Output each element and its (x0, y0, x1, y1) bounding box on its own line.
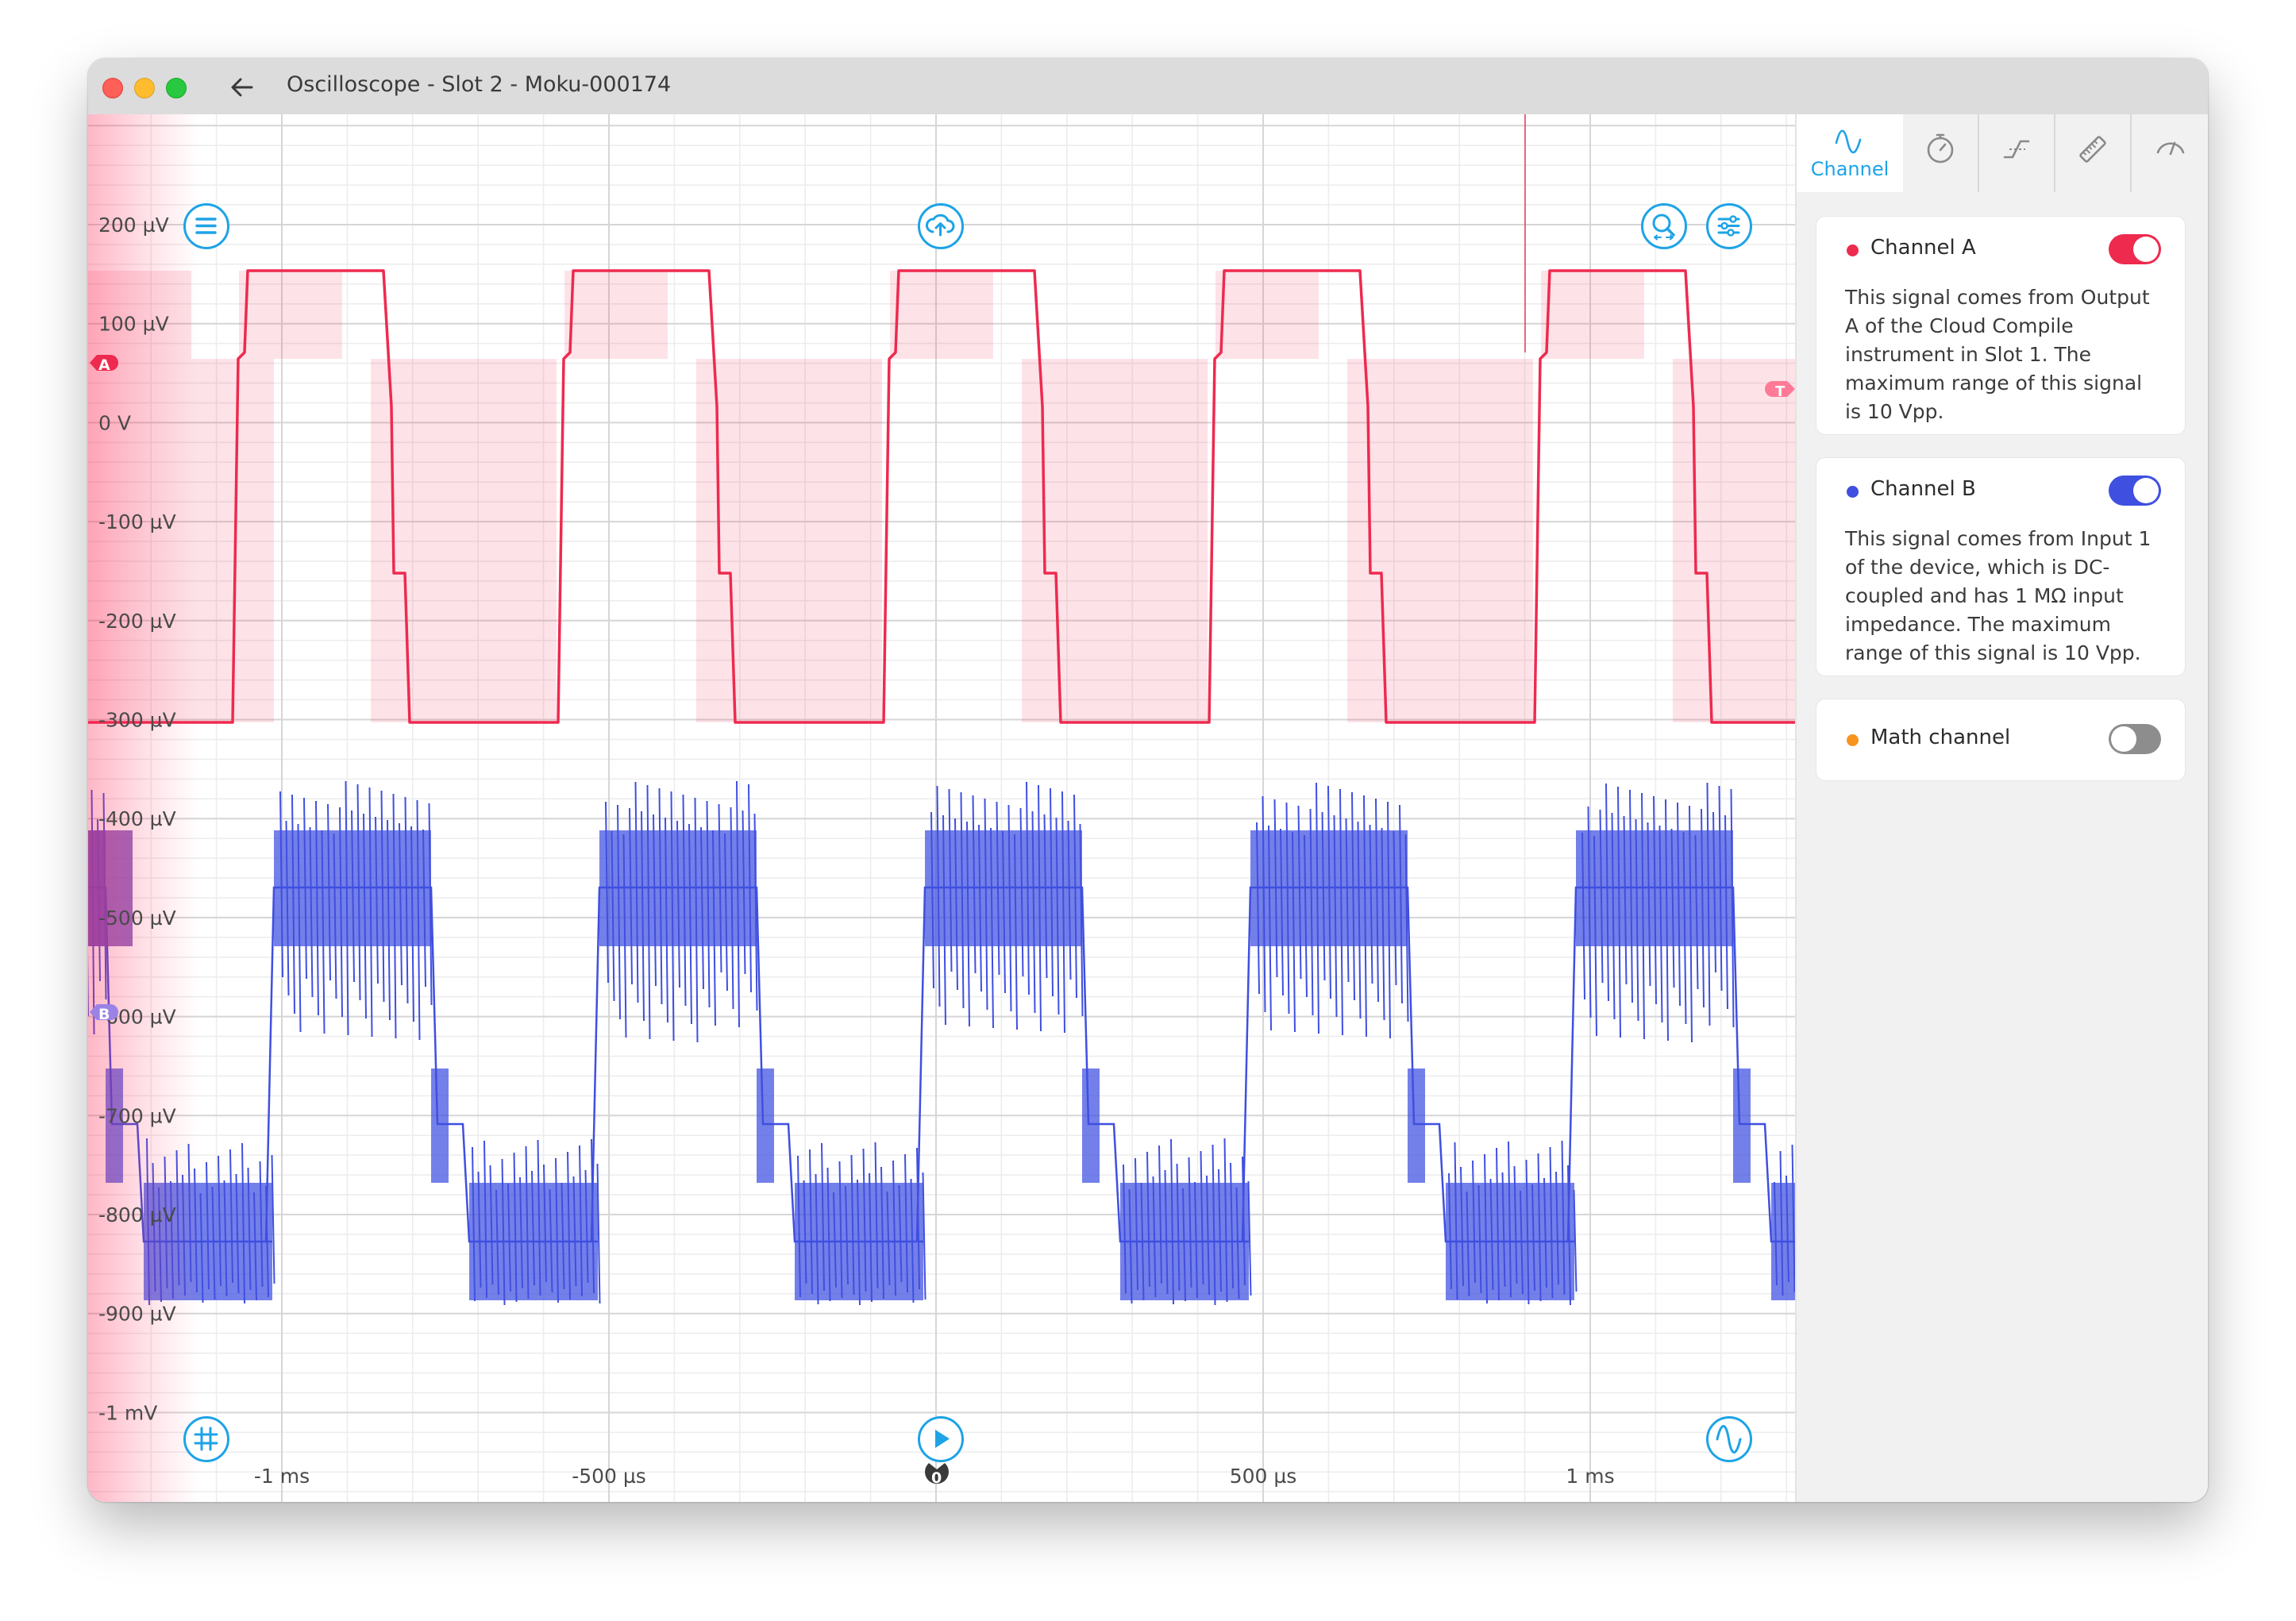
svg-text:T: T (1775, 383, 1786, 400)
channel-b-marker[interactable]: B (90, 1004, 118, 1023)
run-button[interactable] (918, 1416, 964, 1462)
grid-button[interactable] (183, 1416, 229, 1462)
math-channel-title: Math channel (1870, 726, 2011, 749)
tab-timebase[interactable] (1903, 114, 1979, 192)
channel-a-color-dot (1847, 244, 1859, 256)
y-axis-labels: 200 µV 100 µV 0 V -100 µV -200 µV -300 µV -400… (98, 214, 176, 1502)
tab-display[interactable] (2132, 114, 2208, 192)
channel-b-description: This signal comes from Input 1 of the de… (1845, 527, 2152, 664)
math-channel-toggle[interactable] (2109, 724, 2161, 754)
channel-b-toggle[interactable] (2109, 476, 2161, 506)
tab-channel[interactable]: Channel (1797, 114, 1903, 192)
y-axis-label: -300 µV (98, 709, 176, 732)
x-axis-label: -1 ms (254, 1465, 310, 1488)
trigger-marker[interactable]: T (1765, 381, 1795, 400)
minimize-window-button[interactable] (134, 78, 155, 98)
tab-measurements[interactable] (2055, 114, 2132, 192)
channel-a-description: This signal comes from Output A of the C… (1845, 286, 2150, 423)
cloud-upload-button[interactable] (918, 203, 964, 249)
signal-button[interactable] (1706, 1416, 1752, 1462)
y-axis-label: -1 mV (98, 1401, 157, 1424)
gauge-icon (2156, 141, 2185, 156)
oscilloscope-plot[interactable]: 200 µV 100 µV 0 V -100 µV -200 µV -300 µV -400… (88, 114, 1795, 1502)
y-axis-label: 100 µV (98, 313, 169, 336)
channel-b-color-dot (1847, 486, 1859, 498)
x-axis-labels: -1 ms -500 µs 500 µs 1 ms (254, 1465, 1615, 1488)
menu-icon (195, 218, 217, 234)
title-bar: Oscilloscope - Slot 2 - Moku-000174 (88, 59, 2208, 115)
window-title: Oscilloscope - Slot 2 - Moku-000174 (287, 72, 672, 97)
play-icon (935, 1430, 950, 1448)
tab-channel-label: Channel (1810, 158, 1890, 180)
svg-text:0: 0 (931, 1469, 942, 1487)
maximize-window-button[interactable] (166, 78, 187, 98)
zoom-button[interactable] (1641, 203, 1687, 249)
tab-trigger[interactable] (1979, 114, 2055, 192)
sine-wave-icon (1835, 129, 1862, 154)
channel-a-trace (88, 269, 1795, 724)
sliders-icon (1717, 215, 1740, 237)
y-axis-label: -1.1 mV (98, 1500, 176, 1502)
plot-grid (88, 114, 1795, 1502)
trigger-edge-icon (2003, 140, 2030, 159)
settings-button[interactable] (1706, 203, 1752, 249)
grid-icon (194, 1427, 218, 1451)
svg-text:B: B (98, 1006, 110, 1023)
channel-a-toggle[interactable] (2109, 234, 2161, 264)
y-axis-label: -100 µV (98, 510, 176, 533)
y-axis-label: -400 µV (98, 807, 176, 830)
y-axis-label: -200 µV (98, 610, 176, 633)
back-arrow-icon[interactable] (228, 73, 256, 102)
close-window-button[interactable] (102, 78, 123, 98)
svg-text:A: A (98, 356, 110, 374)
y-axis-label: 200 µV (98, 214, 169, 237)
ruler-icon (2079, 136, 2106, 163)
y-axis-label: -800 µV (98, 1203, 176, 1226)
channel-a-marker[interactable]: A (90, 355, 118, 374)
time-zero-marker[interactable]: 0 (925, 1463, 949, 1487)
math-channel-color-dot (1847, 734, 1859, 746)
x-axis-label: -500 µs (572, 1465, 646, 1488)
x-axis-label: 1 ms (1566, 1465, 1614, 1488)
channel-b-card: Channel B This signal comes from Input 1… (1816, 457, 2186, 676)
cloud-upload-icon (926, 214, 955, 237)
sine-wave-icon (1716, 1425, 1742, 1454)
timer-icon (1927, 133, 1954, 164)
y-axis-label: 0 V (98, 411, 131, 434)
off-screen-fade (88, 114, 199, 1502)
settings-panel: Channel (1795, 114, 2208, 1502)
math-channel-card: Math channel (1816, 699, 2186, 781)
y-axis-label: -700 µV (98, 1104, 176, 1127)
x-axis-label: 500 µs (1230, 1465, 1297, 1488)
menu-button[interactable] (183, 203, 229, 249)
channel-b-title: Channel B (1870, 477, 1976, 501)
y-axis-label: -500 µV (98, 907, 176, 930)
y-axis-label: -900 µV (98, 1303, 176, 1326)
channel-a-card: Channel A This signal comes from Output … (1816, 216, 2186, 435)
zoom-icon (1652, 214, 1675, 241)
waveform-display[interactable]: 200 µV 100 µV 0 V -100 µV -200 µV -300 µV -400… (88, 114, 1795, 1502)
oscilloscope-window: Oscilloscope - Slot 2 - Moku-000174 200 … (88, 59, 2208, 1502)
panel-tabs: Channel (1797, 114, 2208, 192)
channel-a-title: Channel A (1870, 236, 1976, 260)
